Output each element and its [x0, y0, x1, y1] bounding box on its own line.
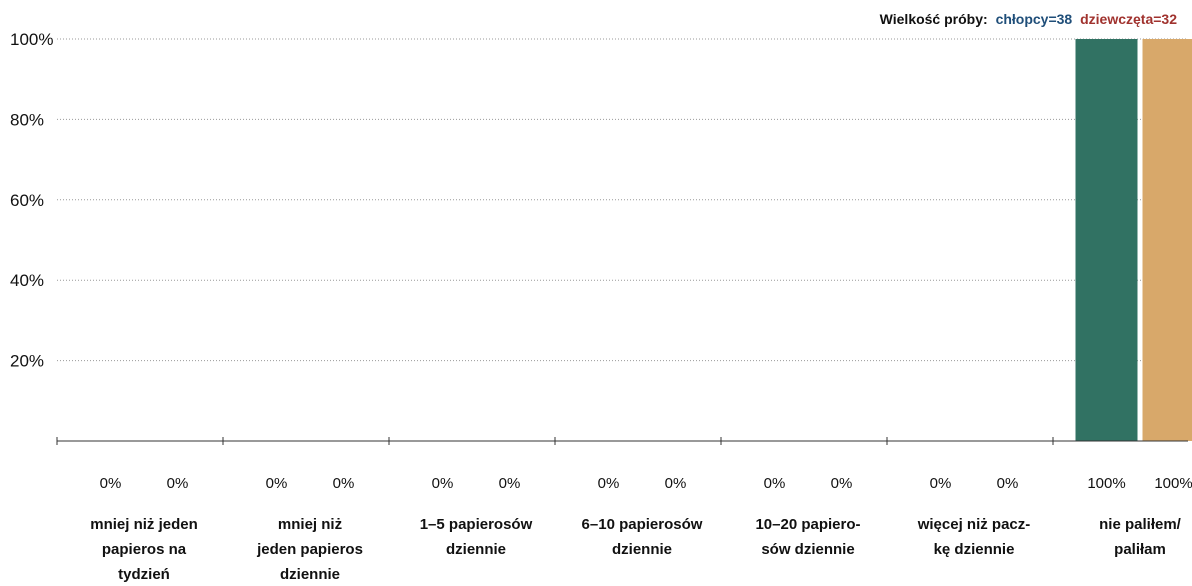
bar [1075, 39, 1138, 441]
sample-size-note: Wielkość próby: chłopcy=38 dziewczęta=32 [880, 11, 1178, 27]
value-label: 0% [100, 475, 122, 492]
bar [1142, 39, 1192, 441]
category-label-line: dziennie [612, 541, 672, 558]
x-axis-ticks [56, 437, 1054, 445]
grid-lines [57, 38, 1188, 362]
category-label: więcej niż pacz-kę dziennie [917, 516, 1031, 558]
y-tick-label: 100% [10, 30, 53, 49]
value-label: 0% [499, 475, 521, 492]
value-label: 0% [266, 475, 288, 492]
category-label-line: paliłam [1114, 541, 1166, 558]
category-label-line: 10–20 papiero- [755, 516, 860, 533]
sample-size-girls: dziewczęta=32 [1080, 11, 1177, 27]
value-label: 0% [333, 475, 355, 492]
category-label-line: papieros na [102, 541, 187, 558]
category-label: nie paliłem/paliłam [1099, 516, 1182, 558]
category-label-line: więcej niż pacz- [917, 516, 1031, 533]
category-label-line: jeden papieros [256, 541, 363, 558]
category-label-line: sów dziennie [761, 541, 854, 558]
category-label-line: mniej niż [278, 516, 342, 533]
category-label-line: tydzień [118, 566, 170, 583]
category-label-line: dziennie [446, 541, 506, 558]
value-label: 100% [1087, 475, 1125, 492]
category-label: mniej niż jeden papieros dziennie [256, 516, 363, 583]
value-label: 0% [997, 475, 1019, 492]
y-tick-label: 40% [10, 271, 44, 290]
sample-size-boys: chłopcy=38 [996, 11, 1073, 27]
value-labels: 0% 0% 0% 0% 0% 0% 0% 0% 0% 0% 0% 0% 100% 100% [100, 475, 1192, 492]
category-label-line: 1–5 papierosów [420, 516, 533, 533]
y-tick-label: 80% [10, 110, 44, 129]
y-tick-label: 60% [10, 191, 44, 210]
category-label: 6–10 papierosów dziennie [582, 516, 703, 558]
category-label-line: nie paliłem/ [1099, 516, 1182, 533]
y-axis-ticks: 20% 40% 60% 80% 100% [10, 30, 53, 371]
value-label: 0% [598, 475, 620, 492]
category-label: mniej niż jeden papieros na tydzień [90, 516, 198, 583]
value-label: 0% [930, 475, 952, 492]
value-label: 100% [1154, 475, 1192, 492]
category-label-line: kę dziennie [934, 541, 1015, 558]
category-label-line: dziennie [280, 566, 340, 583]
category-label: 1–5 papierosów dziennie [420, 516, 533, 558]
value-label: 0% [831, 475, 853, 492]
value-label: 0% [432, 475, 454, 492]
category-label-line: 6–10 papierosów [582, 516, 703, 533]
value-label: 0% [665, 475, 687, 492]
y-tick-label: 20% [10, 352, 44, 371]
bars [1075, 39, 1192, 441]
sample-size-label: Wielkość próby: [880, 11, 988, 27]
value-label: 0% [764, 475, 786, 492]
value-label: 0% [167, 475, 189, 492]
category-label: 10–20 papiero-sów dziennie [755, 516, 860, 558]
category-label-line: mniej niż jeden [90, 516, 198, 533]
